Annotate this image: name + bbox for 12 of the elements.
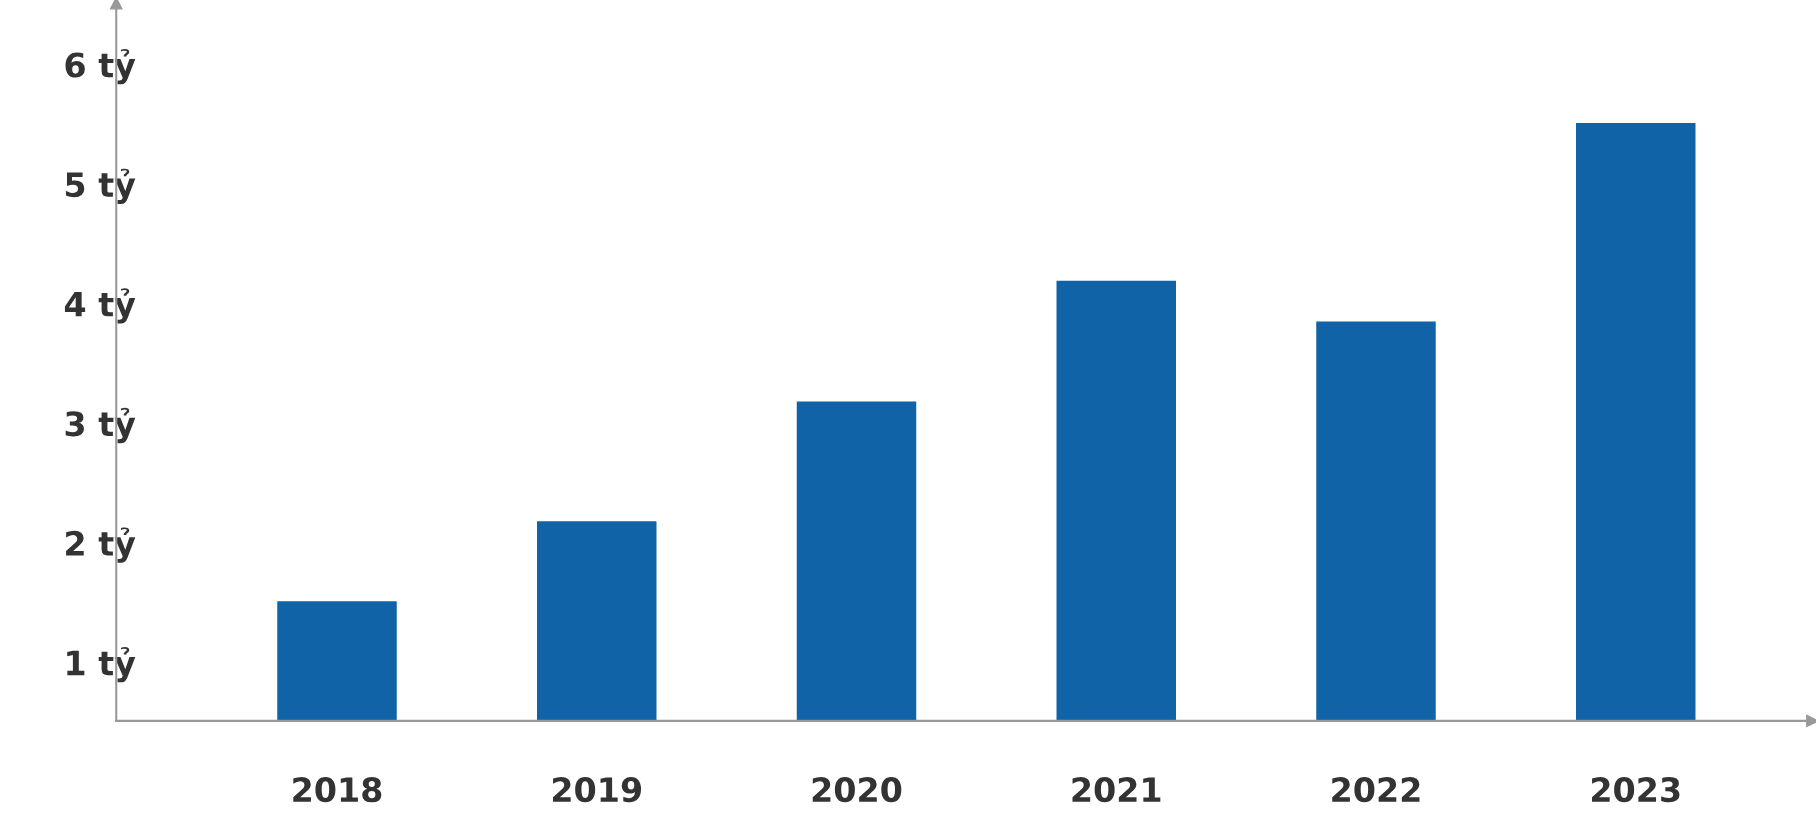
- y-tick-label: 4 tỷ: [64, 288, 136, 324]
- x-tick-label: 2023: [1591, 777, 1680, 803]
- y-tick-label: 3 tỷ: [65, 407, 136, 444]
- y-tick-label: 5 tỷ: [66, 168, 136, 204]
- y-tick-label: 1 tỷ: [67, 647, 136, 683]
- y-tick-label: 2 tỷ: [66, 527, 136, 563]
- x-tick-label: 2022: [1332, 777, 1420, 803]
- x-tick-label: 2019: [553, 777, 642, 803]
- y-tick-label: 6 tỷ: [65, 49, 136, 85]
- x-tick-label: 2018: [293, 777, 382, 803]
- x-tick-label: 2021: [1072, 777, 1161, 803]
- x-tick-label: 2020: [812, 777, 902, 803]
